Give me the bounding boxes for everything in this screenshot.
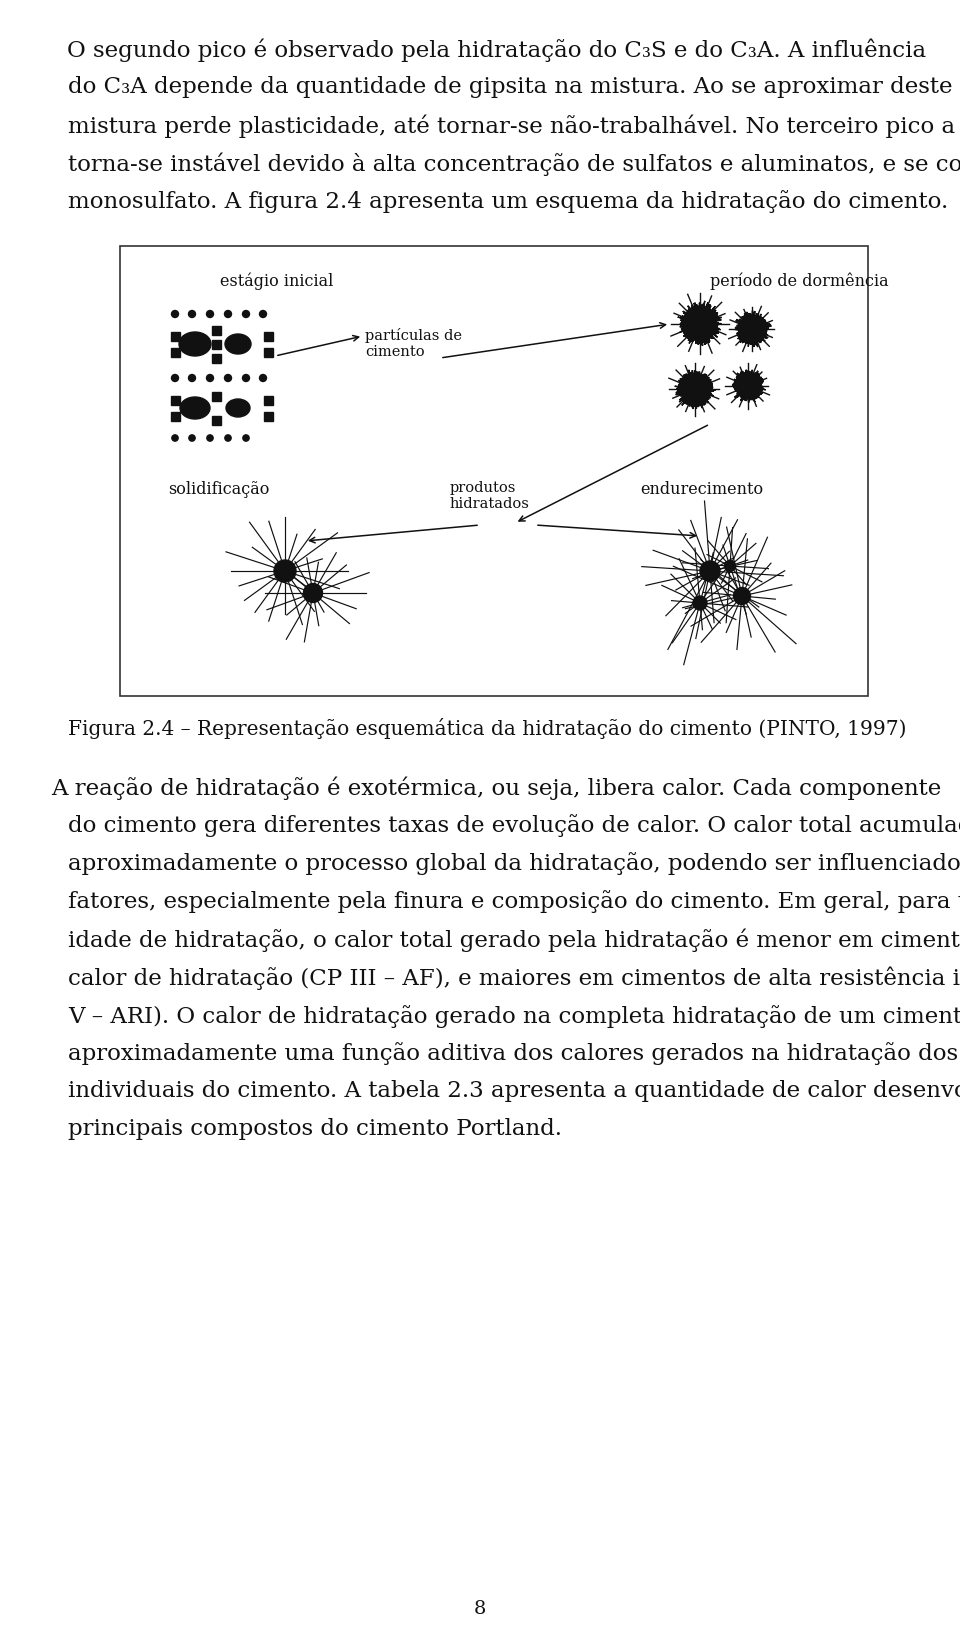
Ellipse shape bbox=[225, 334, 251, 354]
Bar bbox=[211, 392, 221, 400]
Circle shape bbox=[225, 310, 231, 318]
Circle shape bbox=[259, 310, 267, 318]
Text: 8: 8 bbox=[474, 1600, 486, 1618]
Bar bbox=[263, 347, 273, 357]
Text: A reação de hidratação é exotérmica, ou seja, libera calor. Cada componente: A reação de hidratação é exotérmica, ou … bbox=[52, 775, 942, 800]
Circle shape bbox=[725, 561, 735, 572]
Text: V – ARI). O calor de hidratação gerado na completa hidratação de um cimento é: V – ARI). O calor de hidratação gerado n… bbox=[68, 1005, 960, 1028]
Bar bbox=[263, 331, 273, 341]
Text: individuais do cimento. A tabela 2.3 apresenta a quantidade de calor desenvolvid: individuais do cimento. A tabela 2.3 apr… bbox=[68, 1080, 960, 1101]
Circle shape bbox=[693, 597, 707, 610]
Ellipse shape bbox=[179, 333, 211, 356]
Circle shape bbox=[188, 374, 196, 382]
Text: Figura 2.4 – Representação esquemática da hidratação do cimento (PINTO, 1997): Figura 2.4 – Representação esquemática d… bbox=[68, 718, 906, 739]
Circle shape bbox=[172, 374, 179, 382]
Bar bbox=[171, 411, 180, 421]
Circle shape bbox=[172, 310, 179, 318]
Text: período de dormência: período de dormência bbox=[710, 272, 889, 290]
Bar bbox=[211, 416, 221, 425]
Circle shape bbox=[188, 310, 196, 318]
Text: calor de hidratação (CP III – AF), e maiores em cimentos de alta resistência ini: calor de hidratação (CP III – AF), e mai… bbox=[68, 965, 960, 990]
Text: do C₃A depende da quantidade de gipsita na mistura. Ao se aproximar deste ponto,: do C₃A depende da quantidade de gipsita … bbox=[68, 75, 960, 98]
Circle shape bbox=[259, 374, 267, 382]
Text: torna-se instável devido à alta concentração de sulfatos e aluminatos, e se conv: torna-se instável devido à alta concentr… bbox=[68, 152, 960, 175]
Bar bbox=[263, 411, 273, 421]
Circle shape bbox=[206, 310, 213, 318]
Text: O segundo pico é observado pela hidratação do C₃S e do C₃A. A influência: O segundo pico é observado pela hidrataç… bbox=[67, 38, 926, 62]
Circle shape bbox=[189, 434, 195, 441]
Circle shape bbox=[225, 434, 231, 441]
Polygon shape bbox=[732, 370, 766, 403]
Circle shape bbox=[303, 583, 323, 603]
Text: solidificação: solidificação bbox=[168, 480, 270, 498]
Text: mistura perde plasticidade, até tornar-se não-trabalhável. No terceiro pico a et: mistura perde plasticidade, até tornar-s… bbox=[68, 115, 960, 138]
Circle shape bbox=[206, 434, 213, 441]
Bar bbox=[263, 395, 273, 405]
Circle shape bbox=[243, 374, 250, 382]
Circle shape bbox=[225, 374, 231, 382]
Bar bbox=[211, 354, 221, 362]
Text: aproximadamente uma função aditiva dos calores gerados na hidratação dos compost: aproximadamente uma função aditiva dos c… bbox=[68, 1042, 960, 1065]
Bar bbox=[120, 246, 868, 697]
Bar bbox=[171, 395, 180, 405]
Text: aproximadamente o processo global da hidratação, podendo ser influenciado por al: aproximadamente o processo global da hid… bbox=[68, 852, 960, 875]
Polygon shape bbox=[678, 302, 722, 346]
Circle shape bbox=[172, 434, 179, 441]
Text: endurecimento: endurecimento bbox=[640, 480, 763, 498]
Polygon shape bbox=[675, 370, 716, 410]
Bar bbox=[211, 326, 221, 334]
Text: do cimento gera diferentes taxas de evolução de calor. O calor total acumulado s: do cimento gera diferentes taxas de evol… bbox=[68, 815, 960, 838]
Text: idade de hidratação, o calor total gerado pela hidratação é menor em cimentos de: idade de hidratação, o calor total gerad… bbox=[68, 928, 960, 952]
Text: produtos
hidratados: produtos hidratados bbox=[450, 480, 530, 511]
Bar bbox=[171, 331, 180, 341]
Circle shape bbox=[206, 374, 213, 382]
Ellipse shape bbox=[226, 398, 250, 416]
Bar bbox=[171, 347, 180, 357]
Text: partículas de
cimento: partículas de cimento bbox=[365, 328, 462, 359]
Text: monosulfato. A figura 2.4 apresenta um esquema da hidratação do cimento.: monosulfato. A figura 2.4 apresenta um e… bbox=[68, 190, 948, 213]
Text: fatores, especialmente pela finura e composição do cimento. Em geral, para uma d: fatores, especialmente pela finura e com… bbox=[68, 890, 960, 913]
Circle shape bbox=[700, 561, 720, 580]
Text: principais compostos do cimento Portland.: principais compostos do cimento Portland… bbox=[68, 1118, 562, 1141]
Polygon shape bbox=[735, 311, 771, 347]
Bar bbox=[211, 339, 221, 349]
Ellipse shape bbox=[180, 397, 210, 420]
Circle shape bbox=[243, 310, 250, 318]
Text: estágio inicial: estágio inicial bbox=[220, 272, 333, 290]
Circle shape bbox=[274, 561, 296, 582]
Circle shape bbox=[243, 434, 250, 441]
Circle shape bbox=[733, 587, 751, 605]
